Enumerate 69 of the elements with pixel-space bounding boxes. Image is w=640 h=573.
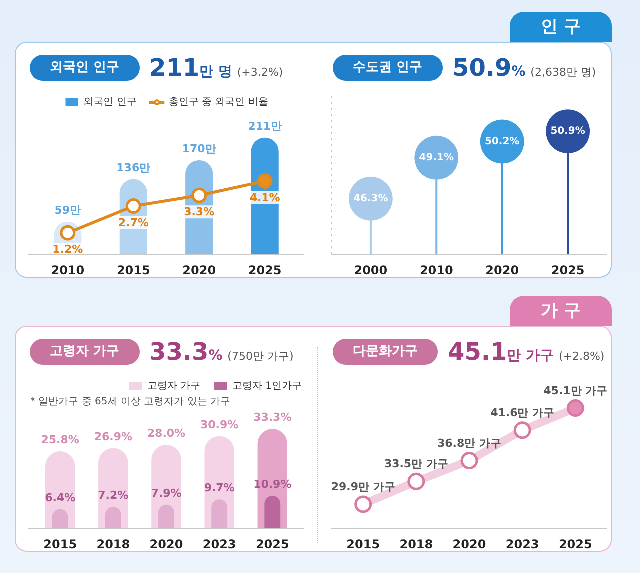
chart-subtitle: 50.9% (2,638만 명) <box>452 54 596 82</box>
chart-title: 다문화가구 <box>333 339 438 366</box>
data-label: 46.3% <box>354 193 388 204</box>
legend-label: 총인구 중 외국인 비율 <box>168 96 268 109</box>
x-tick-label: 2023 <box>202 538 236 552</box>
data-label: 33.5만 가구 <box>384 458 448 471</box>
x-tick-label: 2025 <box>551 264 585 278</box>
x-tick-label: 2020 <box>182 264 216 278</box>
chart-subtitle: 33.3% (750만 가구) <box>150 338 294 366</box>
x-tick-label: 2025 <box>256 538 290 552</box>
data-label: 170만 <box>182 142 216 156</box>
bar <box>212 500 228 528</box>
data-label: 136만 <box>116 161 151 174</box>
legend-label: 고령자 가구 <box>147 380 200 393</box>
x-tick-label: 2010 <box>420 264 454 278</box>
data-label: 3.3% <box>184 206 215 219</box>
point <box>257 174 273 190</box>
data-label: 30.9% <box>200 418 239 432</box>
chart-title: 외국인 인구 <box>30 55 140 82</box>
data-label: 4.1% <box>250 191 280 204</box>
x-tick-label: 2023 <box>506 538 540 552</box>
text: 가 구 <box>541 300 581 323</box>
x-tick-label: 2010 <box>51 264 85 278</box>
x-tick-label: 2025 <box>248 264 282 278</box>
data-label: 59만 <box>54 204 82 217</box>
point <box>354 496 372 514</box>
x-tick-label: 2018 <box>400 538 434 552</box>
x-tick-label: 2018 <box>96 538 130 552</box>
data-label: 33.3% <box>254 411 292 424</box>
point <box>192 188 208 204</box>
point <box>408 472 426 490</box>
point <box>126 198 142 214</box>
data-label: 50.2% <box>485 136 520 148</box>
data-label: 49.1% <box>419 152 454 164</box>
data-label: 26.9% <box>94 430 133 444</box>
data-label: 29.9만 가구 <box>331 480 396 494</box>
data-label: 45.1만 가구 <box>544 384 608 398</box>
chart-title: 수도권 인구 <box>333 55 443 82</box>
x-tick-label: 2015 <box>116 264 150 278</box>
bar <box>264 496 281 528</box>
data-label: 25.8% <box>41 434 80 447</box>
data-label: 1.2% <box>52 243 84 256</box>
text: * 일반가구 중 65세 이상 고령자가 있는 가구 <box>30 396 230 408</box>
x-tick-label: 2015 <box>44 538 78 552</box>
x-tick-label: 2015 <box>346 538 380 552</box>
x-tick-label: 2020 <box>452 538 486 552</box>
chart-subtitle: 45.1만 가구 (+2.8%) <box>448 338 605 366</box>
data-label: 2.7% <box>118 216 149 230</box>
data-label: 36.8만 가구 <box>438 436 502 450</box>
point <box>566 400 584 418</box>
x-tick-label: 2020 <box>150 538 184 552</box>
x-tick-label: 2025 <box>558 538 592 552</box>
chart-subtitle: 211만 명 (+3.2%) <box>150 54 284 82</box>
data-label: 41.6만 가구 <box>490 406 555 420</box>
point <box>514 422 532 440</box>
point <box>460 452 478 470</box>
text: 인 구 <box>541 16 581 39</box>
data-label: 7.9% <box>151 486 182 500</box>
data-label: 9.7% <box>204 482 235 495</box>
chart-title: 고령자 가구 <box>30 339 140 366</box>
data-label: 50.9% <box>550 126 586 138</box>
x-tick-label: 2020 <box>486 264 520 278</box>
data-label: 7.2% <box>98 489 129 502</box>
data-label: 6.4% <box>45 491 76 504</box>
data-label: 28.0% <box>147 426 186 440</box>
legend-label: 고령자 1인가구 <box>232 380 302 393</box>
data-label: 211만 <box>248 120 282 133</box>
legend-label: 외국인 인구 <box>84 96 137 109</box>
x-tick-label: 2000 <box>354 264 388 278</box>
